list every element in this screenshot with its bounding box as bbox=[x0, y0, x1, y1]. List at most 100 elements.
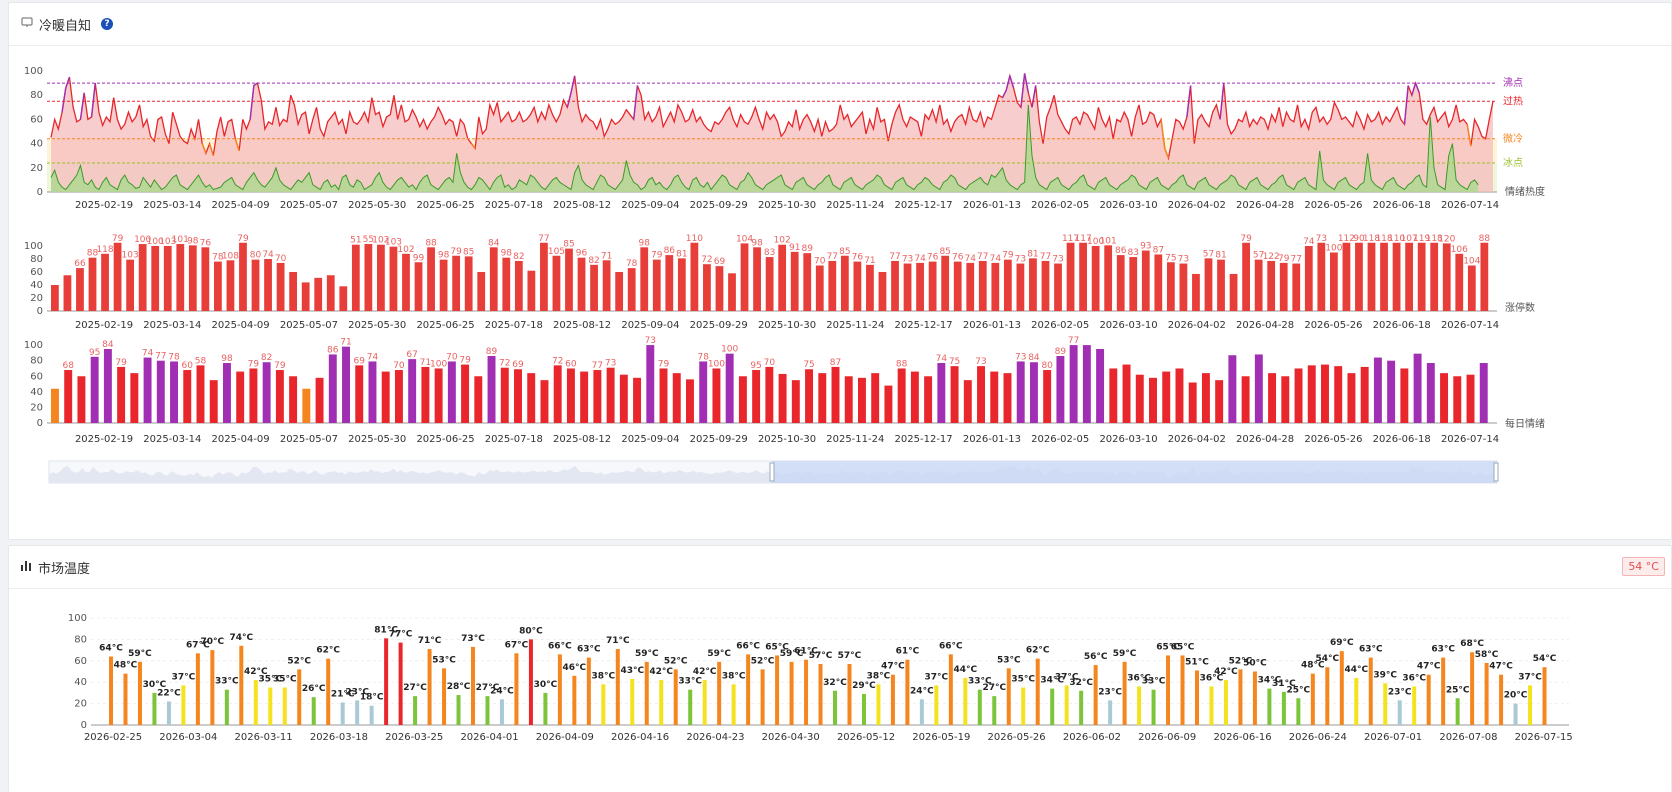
daily-bar bbox=[222, 363, 231, 423]
temp-bar bbox=[919, 699, 924, 725]
question-circle-icon[interactable]: ? bbox=[101, 18, 114, 30]
temp-bar bbox=[1542, 667, 1547, 725]
heat-x-tick: 2025-08-12 bbox=[553, 200, 611, 211]
temp-value-label: 31°C bbox=[1272, 679, 1296, 689]
limitup-x-tick: 2025-12-17 bbox=[895, 320, 953, 331]
temp-value-label: 53°C bbox=[997, 655, 1021, 665]
limitup-bar bbox=[51, 285, 59, 311]
limitup-value-label: 75 bbox=[1165, 253, 1176, 263]
limitup-bar bbox=[790, 251, 799, 311]
temp-x-tick: 2026-04-30 bbox=[762, 732, 820, 743]
zoom-selection[interactable] bbox=[772, 461, 1497, 483]
heat-dip-segment bbox=[1160, 119, 1166, 149]
temp-x-tick: 2026-05-19 bbox=[912, 732, 970, 743]
temp-bar bbox=[1528, 685, 1533, 725]
daily-x-tick: 2026-02-05 bbox=[1031, 434, 1089, 445]
limitup-bar bbox=[978, 260, 987, 311]
limitup-bar bbox=[552, 255, 561, 311]
temp-value-label: 47°C bbox=[1489, 662, 1513, 672]
market-temperature-title: 市场温度 bbox=[38, 561, 91, 577]
limitup-bar bbox=[339, 286, 348, 311]
temp-value-label: 52°C bbox=[287, 656, 311, 666]
daily-bar bbox=[1109, 368, 1118, 423]
temp-y-tick: 40 bbox=[74, 677, 87, 688]
temp-bar bbox=[673, 669, 678, 725]
temp-bar bbox=[514, 653, 519, 725]
temp-value-label: 59°C bbox=[128, 649, 152, 659]
daily-value-label: 72 bbox=[499, 359, 510, 369]
limitup-value-label: 102 bbox=[372, 236, 389, 246]
limitup-bar bbox=[163, 246, 172, 311]
daily-value-label: 75 bbox=[949, 357, 960, 367]
heat-y-tick: 40 bbox=[30, 139, 43, 150]
daily-value-label: 74 bbox=[367, 352, 379, 362]
temp-value-label: 25°C bbox=[1287, 685, 1311, 695]
limitup-bar bbox=[1041, 260, 1050, 311]
limitup-value-label: 76 bbox=[852, 253, 864, 263]
daily-y-tick: 80 bbox=[30, 356, 43, 367]
limitup-bar bbox=[1079, 242, 1087, 311]
temp-x-tick: 2026-07-08 bbox=[1439, 732, 1497, 743]
temp-bar bbox=[1006, 668, 1011, 725]
temp-bar bbox=[528, 639, 533, 725]
limitup-bar bbox=[1430, 242, 1439, 311]
daily-bar bbox=[289, 376, 298, 423]
daily-bar bbox=[262, 362, 271, 423]
daily-bar bbox=[1149, 377, 1157, 423]
temp-x-tick: 2026-07-15 bbox=[1515, 732, 1573, 743]
zoom-handle-right[interactable] bbox=[1493, 462, 1499, 482]
zoom-handle-left[interactable] bbox=[769, 462, 775, 482]
limitup-bar bbox=[176, 244, 185, 311]
temp-value-label: 35°C bbox=[1011, 675, 1035, 685]
limitup-bar bbox=[677, 258, 686, 311]
temp-bar bbox=[1354, 677, 1359, 725]
limitup-bar bbox=[1267, 260, 1276, 311]
heat-peak-segment bbox=[253, 82, 258, 87]
limitup-bar bbox=[226, 260, 235, 311]
daily-bar bbox=[1029, 362, 1038, 423]
temp-bar bbox=[789, 661, 794, 725]
temp-bar bbox=[1079, 690, 1084, 725]
temp-value-label: 44°C bbox=[1344, 665, 1368, 675]
limitup-bar bbox=[1355, 242, 1363, 311]
temp-bar bbox=[311, 697, 316, 725]
daily-value-label: 86 bbox=[327, 345, 339, 355]
daily-bar bbox=[1373, 357, 1382, 423]
temp-value-label: 35°C bbox=[258, 675, 282, 685]
limitup-x-tick: 2025-08-12 bbox=[553, 320, 611, 331]
temp-bar bbox=[355, 700, 360, 725]
temp-bar bbox=[1050, 688, 1055, 725]
temp-value-label: 43°C bbox=[620, 666, 644, 676]
temp-bar bbox=[890, 674, 895, 725]
limitup-value-label: 84 bbox=[488, 238, 500, 248]
daily-bar bbox=[1162, 371, 1171, 423]
temp-value-label: 39°C bbox=[1373, 670, 1397, 680]
temp-bar bbox=[109, 656, 113, 725]
threshold-label: 过热 bbox=[1503, 94, 1523, 107]
heat-dip-segment bbox=[234, 138, 240, 152]
daily-value-label: 79 bbox=[248, 359, 260, 369]
limitup-value-label: 101 bbox=[172, 235, 189, 245]
limitup-value-label: 79 bbox=[112, 234, 124, 244]
temp-x-tick: 2026-07-01 bbox=[1364, 732, 1422, 743]
limitup-bar bbox=[866, 264, 874, 311]
limitup-bar bbox=[627, 268, 636, 311]
limitup-bar bbox=[941, 255, 950, 311]
daily-bar bbox=[1268, 373, 1277, 423]
limitup-bar bbox=[665, 255, 674, 311]
limitup-bar bbox=[753, 247, 761, 311]
daily-x-tick: 2025-06-25 bbox=[416, 434, 474, 445]
limitup-bar bbox=[239, 242, 247, 311]
limitup-bar bbox=[1242, 242, 1250, 311]
limitup-bar bbox=[703, 264, 711, 311]
limitup-bar bbox=[690, 242, 699, 311]
temp-value-label: 30°C bbox=[143, 680, 167, 690]
limitup-bar bbox=[966, 262, 975, 311]
limitup-value-label: 55 bbox=[363, 235, 374, 245]
limitup-bar bbox=[527, 270, 536, 311]
daily-bar bbox=[1175, 368, 1184, 423]
daily-value-label: 89 bbox=[1055, 347, 1067, 357]
temp-value-label: 63°C bbox=[577, 645, 601, 655]
limitup-value-label: 119 bbox=[1413, 234, 1430, 244]
temp-x-tick: 2026-05-12 bbox=[837, 732, 895, 743]
